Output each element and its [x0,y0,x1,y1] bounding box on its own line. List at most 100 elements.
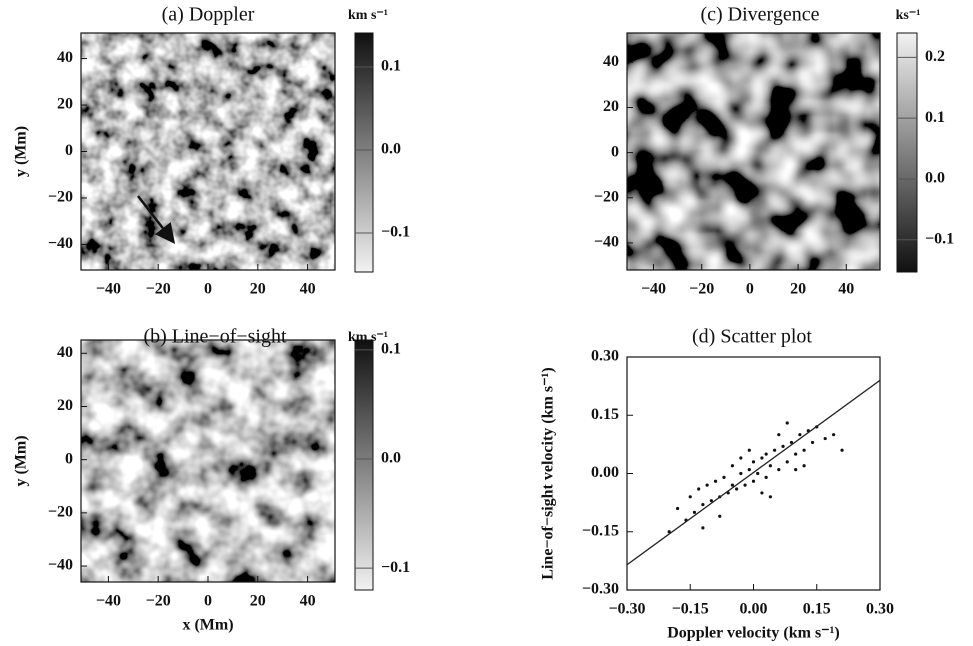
x-tick-label: 20 [790,281,806,298]
x-tick-label: 40 [838,281,854,298]
y-tick-label: 40 [57,49,73,66]
x-tick-label: 0 [746,281,754,298]
scatter-point [676,506,680,511]
colorbar-tick-label: −0.1 [925,230,954,247]
colorbar-tick-label: 0.0 [381,141,401,158]
scatter-point [764,452,768,456]
x-tick-label: −40 [96,281,121,298]
colorbar-tick-label: −0.1 [381,559,410,576]
y-tick-label: 0.15 [591,406,619,423]
scatter-point [785,421,789,425]
scatter-point [760,456,764,460]
scatter-point [751,460,756,464]
scatter-point [810,440,815,445]
colorbar-tick-label: 0.2 [925,48,945,65]
y-tick-label: −40 [48,235,73,252]
scatter-point [751,479,756,483]
x-tick-label: 20 [250,281,266,298]
x-tick-label: 0.30 [866,601,894,618]
colorbar-tick-label: 0.1 [925,109,945,126]
scatter-point [730,464,735,468]
x-tick-label: −40 [641,281,666,298]
x-axis-label: x (Mm) [182,617,233,634]
y-tick-label: 0 [65,450,73,467]
colorbar-label: km s⁻¹ [348,8,388,23]
los-map [81,340,335,582]
scatter-point [768,464,772,468]
scatter-point [760,491,764,495]
scatter-point [777,433,781,437]
colorbar-label: ks⁻¹ [896,8,921,23]
y-tick-label: 0 [65,142,73,159]
x-tick-label: −20 [689,281,714,298]
scatter-point [739,456,743,460]
scatter-point [730,483,735,487]
scatter-point [832,433,836,437]
colorbar-tick-label: 0.0 [925,170,945,187]
x-tick-label: −20 [146,593,171,610]
scatter-point [756,471,760,476]
y-tick-label: −0.30 [582,581,619,598]
y-tick-label: 20 [57,96,73,113]
scatter-point [739,471,743,476]
plot-frame [626,356,881,591]
chart-title: (c) Divergence [700,4,819,26]
colorbar-tick-label: −0.1 [381,224,410,241]
x-tick-label: −40 [96,593,121,610]
scatter-point [781,444,785,448]
x-tick-label: 40 [300,281,316,298]
colorbar [354,32,374,273]
scatter-point [777,468,781,472]
scatter-point [688,495,692,499]
colorbar-tick-label: 0.0 [381,450,401,467]
x-tick-label: −0.30 [608,601,645,618]
scatter-point [701,526,705,530]
scatter-point [794,468,798,472]
scatter-point [798,433,802,437]
x-tick-label: 40 [300,593,316,610]
chart-title: (b) Line−of−sight [143,326,287,348]
scatter-point [701,502,705,507]
x-tick-label: 20 [250,593,266,610]
chart-title: (a) Doppler [162,4,255,26]
x-tick-label: 0.15 [803,601,831,618]
fit-line [626,379,881,566]
scatter-point [718,514,722,518]
y-tick-label: −20 [48,504,73,521]
colorbar-tick-label: 0.1 [381,340,401,357]
scatter-point [722,475,726,479]
chart-title: (d) Scatter plot [692,326,812,348]
x-tick-label: −20 [146,281,171,298]
scatter-point [785,460,789,464]
scatter-point [743,483,747,487]
y-axis-label: y (Mm) [13,435,30,486]
y-tick-label: 0.30 [591,348,619,365]
colorbar [896,32,918,273]
plot-frame [626,32,881,271]
x-tick-label: 0.00 [740,601,768,618]
scatter-point [667,530,671,534]
scatter-point [747,468,751,472]
y-axis-label: Line−of−sight velocity (km s⁻¹) [540,367,557,579]
scatter-point [802,448,806,452]
y-tick-label: −0.15 [582,522,619,539]
y-tick-label: −40 [48,557,73,574]
y-tick-label: −40 [594,234,619,251]
scatter-point [709,499,713,503]
scatter-point [794,452,798,456]
colorbar-label: km s⁻¹ [348,330,388,345]
plot-frame [80,339,336,583]
x-axis-label: Doppler velocity (km s⁻¹) [667,625,839,642]
y-tick-label: 40 [603,53,619,70]
x-tick-label: −0.15 [672,601,709,618]
scatter-point [840,448,844,452]
doppler-map [81,33,335,270]
scatter-point [713,479,718,483]
scatter-point [705,483,709,487]
scatter-point [768,495,772,499]
y-tick-label: 20 [57,397,73,414]
y-tick-label: −20 [594,188,619,205]
divergence-map [627,33,880,270]
arrow [137,195,176,244]
